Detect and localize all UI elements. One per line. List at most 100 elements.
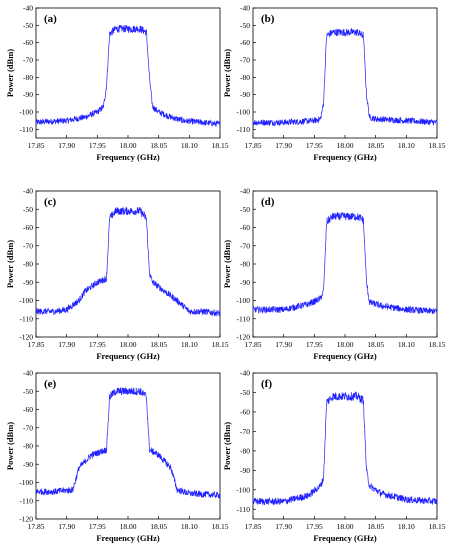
x-tick-label: 17.85 — [28, 141, 45, 150]
x-tick-label: 18.15 — [429, 340, 446, 349]
x-tick-label: 18.00 — [337, 340, 354, 349]
y-tick-label: -80 — [240, 446, 250, 455]
panel-label: (d) — [261, 196, 275, 208]
x-axis-title: Frequency (GHz) — [96, 152, 160, 162]
x-tick-label: 17.95 — [89, 141, 106, 150]
y-tick-label: -110 — [20, 496, 34, 505]
panel-label: (b) — [261, 13, 275, 25]
x-tick-label: 18.15 — [212, 522, 229, 531]
x-tick-label: 17.95 — [89, 340, 106, 349]
y-tick-label: -80 — [23, 442, 33, 451]
series-line — [35, 387, 221, 500]
x-tick-label: 18.15 — [429, 141, 446, 150]
series-line — [35, 25, 221, 128]
x-tick-label: 18.00 — [337, 522, 354, 531]
chart-panel-f: -40 -50 -60 -70 -80 -90 -100 -110 17.85 17.90 17.9… — [222, 369, 446, 544]
x-tick-label: 17.95 — [89, 522, 106, 531]
y-tick-label: -60 — [23, 38, 33, 47]
y-tick-label: -50 — [240, 21, 250, 30]
y-tick-label: -70 — [23, 423, 33, 432]
x-tick-label: 18.05 — [367, 340, 384, 349]
series-line — [252, 211, 438, 315]
y-axis-title: Power (dBm) — [5, 422, 15, 470]
x-tick-label: 17.90 — [275, 522, 292, 531]
y-tick-label: -100 — [236, 296, 250, 305]
x-axis-title: Frequency (GHz) — [313, 533, 377, 543]
y-axis-title: Power (dBm) — [222, 240, 232, 288]
x-tick-label: 18.00 — [120, 340, 137, 349]
plot-frame — [252, 190, 438, 338]
y-tick-label: -70 — [23, 241, 33, 250]
x-tick-label: 18.00 — [120, 141, 137, 150]
y-tick-label: -60 — [240, 38, 250, 47]
y-tick-label: -80 — [23, 260, 33, 269]
y-tick-label: -100 — [19, 108, 33, 117]
y-tick-label: -70 — [23, 56, 33, 65]
x-tick-label: 18.10 — [398, 141, 415, 150]
x-axis-title: Frequency (GHz) — [313, 152, 377, 162]
y-tick-label: -80 — [240, 260, 250, 269]
y-tick-label: -90 — [23, 460, 33, 469]
x-tick-label: 18.10 — [181, 340, 198, 349]
y-tick-label: -100 — [19, 478, 33, 487]
y-tick-label: -50 — [23, 205, 33, 214]
y-tick-label: -100 — [19, 296, 33, 305]
panel-label: (e) — [44, 378, 57, 390]
x-tick-label: 17.85 — [245, 141, 262, 150]
chart-panel-a: -40 -50 -60 -70 -80 -90 -100 -110 17.85 17.90 17.9… — [5, 4, 229, 163]
y-axis-title: Power (dBm) — [222, 49, 232, 97]
x-tick-label: 18.10 — [398, 522, 415, 531]
series-line — [252, 28, 438, 127]
x-tick-label: 18.05 — [367, 522, 384, 531]
x-tick-label: 18.15 — [429, 522, 446, 531]
x-axis-title: Frequency (GHz) — [96, 351, 160, 361]
x-tick-label: 18.10 — [398, 340, 415, 349]
y-tick-label: -90 — [23, 90, 33, 99]
x-tick-label: 17.90 — [275, 340, 292, 349]
y-tick-label: -110 — [20, 125, 34, 134]
y-tick-label: -50 — [23, 21, 33, 30]
y-tick-label: -110 — [237, 125, 251, 134]
y-tick-label: -120 — [19, 333, 33, 342]
x-tick-label: 17.95 — [306, 340, 323, 349]
x-tick-label: 17.85 — [245, 522, 262, 531]
y-axis-title: Power (dBm) — [222, 422, 232, 470]
y-tick-label: -80 — [240, 73, 250, 82]
y-tick-label: -90 — [240, 278, 250, 287]
y-tick-label: -40 — [240, 369, 250, 378]
y-tick-label: -40 — [23, 187, 33, 196]
y-tick-label: -50 — [240, 388, 250, 397]
y-tick-label: -70 — [240, 241, 250, 250]
x-tick-label: 17.90 — [58, 340, 75, 349]
x-tick-label: 17.85 — [245, 340, 262, 349]
y-tick-label: -110 — [237, 314, 251, 323]
y-tick-label: -40 — [240, 187, 250, 196]
x-axis-title: Frequency (GHz) — [313, 351, 377, 361]
y-tick-label: -70 — [240, 56, 250, 65]
plot-frame — [35, 372, 221, 520]
x-tick-label: 18.10 — [181, 141, 198, 150]
series-line — [35, 206, 221, 317]
y-tick-label: -60 — [240, 223, 250, 232]
x-tick-label: 17.85 — [28, 340, 45, 349]
y-tick-label: -40 — [23, 4, 33, 13]
y-tick-label: -90 — [23, 278, 33, 287]
series-line — [252, 390, 438, 506]
y-tick-label: -100 — [236, 485, 250, 494]
y-tick-label: -60 — [240, 407, 250, 416]
x-tick-label: 18.05 — [150, 340, 167, 349]
x-tick-label: 18.00 — [337, 141, 354, 150]
x-tick-label: 18.15 — [212, 340, 229, 349]
y-tick-label: -50 — [23, 387, 33, 396]
x-axis-title: Frequency (GHz) — [96, 533, 160, 543]
chart-panel-b: -40 -50 -60 -70 -80 -90 -100 -110 17.85 17.90 17.9… — [222, 4, 446, 163]
x-tick-label: 18.05 — [367, 141, 384, 150]
y-tick-label: -70 — [240, 427, 250, 436]
y-axis-title: Power (dBm) — [5, 240, 15, 288]
y-tick-label: -40 — [23, 369, 33, 378]
x-tick-label: 18.10 — [181, 522, 198, 531]
